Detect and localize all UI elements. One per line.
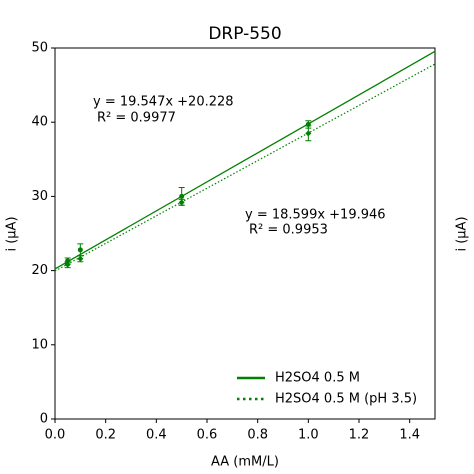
y-axis-label: i (μA) — [5, 216, 20, 251]
marker — [178, 199, 185, 206]
x-tick-label: 0.4 — [146, 428, 167, 443]
y-tick-label: 40 — [31, 115, 48, 130]
marker — [77, 255, 84, 262]
marker — [179, 193, 185, 199]
fit-equation: y = 19.547x +20.228 — [93, 95, 234, 110]
y-tick-label: 0 — [40, 412, 48, 427]
fit-line — [54, 63, 436, 272]
y2-axis-label: i (μA) — [455, 216, 470, 251]
legend-label: H2SO4 0.5 M — [275, 371, 360, 386]
x-axis-label: AA (mM/L) — [211, 455, 279, 470]
marker — [65, 258, 71, 264]
x-tick-label: 1.2 — [349, 428, 370, 443]
fit-line — [54, 50, 436, 270]
y-tick-label: 10 — [31, 337, 48, 352]
x-tick-label: 0.6 — [197, 428, 218, 443]
marker — [64, 261, 71, 268]
x-tick-label: 1.4 — [399, 428, 420, 443]
x-tick-label: 0.2 — [95, 428, 116, 443]
fit-r2: R² = 0.9953 — [249, 223, 328, 238]
legend-label: H2SO4 0.5 M (pH 3.5) — [275, 392, 417, 407]
marker — [305, 130, 312, 137]
fit-equation: y = 18.599x +19.946 — [245, 208, 386, 223]
y-tick-label: 20 — [31, 263, 48, 278]
y-tick-label: 30 — [31, 189, 48, 204]
plot-frame — [54, 47, 436, 420]
x-tick-label: 0.8 — [247, 428, 268, 443]
marker — [77, 247, 83, 253]
x-tick-label: 0.0 — [45, 428, 66, 443]
fit-r2: R² = 0.9977 — [97, 111, 176, 126]
y-tick-label: 50 — [31, 41, 48, 56]
chart-title: DRP-550 — [208, 24, 281, 44]
x-tick-label: 1.0 — [298, 428, 319, 443]
